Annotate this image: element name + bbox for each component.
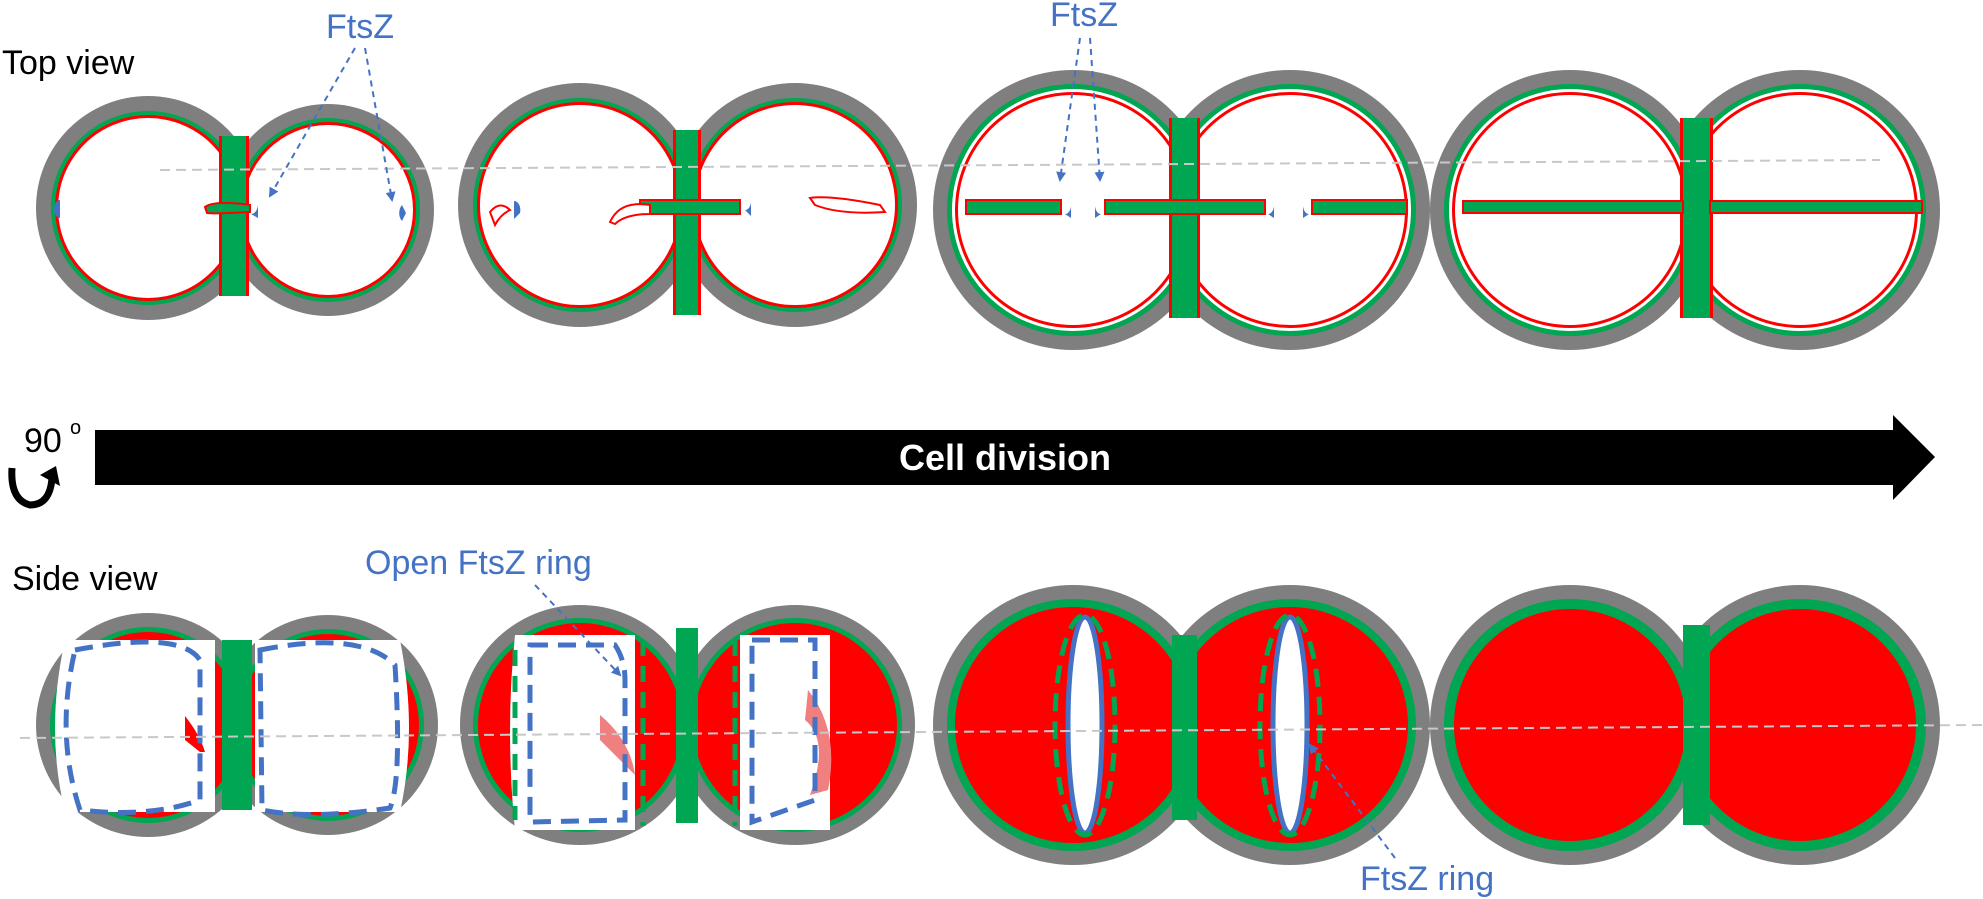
ftsz-ring-label: FtsZ ring [1360, 860, 1494, 898]
side-stage-1 [36, 613, 438, 837]
side-guide-line [19, 724, 1983, 739]
side-view-label: Side view [12, 560, 158, 598]
top-stage-1 [36, 96, 434, 320]
ftsz-arrow-left-2 [364, 47, 396, 202]
ftsz-label-left: FtsZ [326, 8, 394, 46]
top-stage-3 [933, 70, 1430, 350]
side-stage-3 [933, 585, 1430, 865]
rotate-arrow-icon [8, 466, 60, 509]
cell-division-arrow [95, 415, 1935, 500]
ftsz-arrow-center-2 [1089, 37, 1105, 182]
rotation-label: 90 [24, 422, 62, 460]
ftsz-arrow-center-1 [1056, 37, 1081, 182]
ftsz-ring-arrow [1308, 743, 1396, 859]
side-stage-4 [1430, 585, 1940, 865]
ftsz-label-center: FtsZ [1050, 0, 1118, 34]
cell-division-label: Cell division [899, 437, 1111, 478]
top-stage-2 [458, 83, 917, 327]
open-ftsz-ring-arrow [534, 584, 622, 677]
side-stage-2 [460, 605, 915, 845]
top-guide-line [159, 159, 1881, 171]
open-ftsz-ring-label: Open FtsZ ring [365, 544, 592, 582]
top-stage-4 [1430, 70, 1940, 350]
rotation-degree: o [70, 417, 81, 439]
top-view-label: Top view [2, 44, 135, 82]
